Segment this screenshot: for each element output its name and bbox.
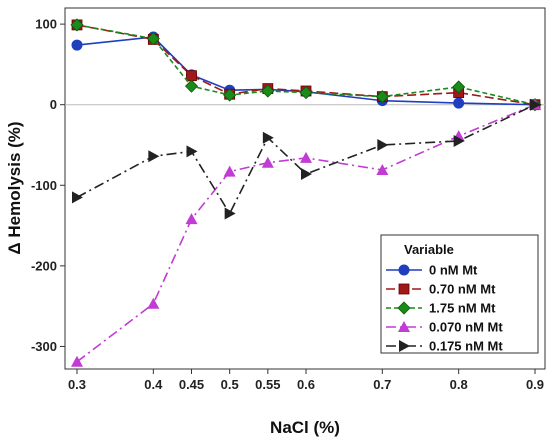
legend-marker <box>399 340 410 352</box>
data-point <box>375 90 389 104</box>
x-tick-label: 0.8 <box>450 377 468 392</box>
x-tick-label: 0.9 <box>526 377 544 392</box>
data-point <box>72 191 83 204</box>
legend-label: 0.70 nM Mt <box>429 282 496 297</box>
data-point <box>146 32 160 46</box>
data-point <box>300 151 312 163</box>
y-tick-label: 100 <box>35 17 57 32</box>
x-tick-label: 0.7 <box>373 377 391 392</box>
data-point <box>299 86 313 100</box>
legend-item: 0.070 nM Mt <box>386 320 503 335</box>
legend-marker <box>398 283 410 295</box>
legend-label: 0.070 nM Mt <box>429 320 503 335</box>
data-point <box>453 134 465 147</box>
x-axis: 0.3 0.4 0.45 0.5 0.55 0.6 0.7 0.8 0.9 <box>68 369 544 392</box>
data-point <box>147 297 160 309</box>
series-3 <box>70 18 542 112</box>
data-point <box>223 165 236 177</box>
y-tick-label: -100 <box>31 178 57 193</box>
data-point <box>71 39 83 51</box>
legend: Variable 0 nM Mt 0.70 nM Mt 1.75 nM Mt 0.07… <box>380 234 539 354</box>
x-tick-label: 0.4 <box>144 377 163 392</box>
data-point <box>376 163 389 175</box>
legend-label: 1.75 nM Mt <box>429 301 496 316</box>
series-group <box>70 18 542 367</box>
legend-marker <box>398 264 410 276</box>
data-point <box>186 145 198 158</box>
data-point <box>223 88 237 102</box>
data-point <box>530 98 541 111</box>
data-point <box>71 355 83 367</box>
legend-item: 0.175 nM Mt <box>386 339 503 354</box>
series-4 <box>71 98 541 367</box>
y-tick-label: -200 <box>31 258 57 273</box>
data-point <box>261 84 275 98</box>
x-tick-label: 0.6 <box>297 377 315 392</box>
y-tick-label: 0 <box>50 97 57 112</box>
legend-item: 0 nM Mt <box>386 263 478 278</box>
y-axis-label: Δ Hemolysis (%) <box>5 121 24 254</box>
data-point <box>261 156 274 168</box>
legend-marker <box>398 321 410 332</box>
data-point <box>377 138 389 151</box>
data-point <box>70 18 84 32</box>
x-tick-label: 0.5 <box>221 377 239 392</box>
legend-title: Variable <box>404 242 454 257</box>
data-point <box>452 80 466 94</box>
series-5 <box>72 98 541 220</box>
legend-label: 0 nM Mt <box>429 263 478 278</box>
data-point <box>184 79 199 93</box>
legend-item: 1.75 nM Mt <box>386 301 496 316</box>
data-point <box>262 131 274 144</box>
legend-item: 0.70 nM Mt <box>386 282 496 297</box>
x-tick-label: 0.3 <box>68 377 86 392</box>
legend-marker <box>397 301 411 315</box>
y-tick-label: -300 <box>31 339 57 354</box>
data-point <box>453 97 465 109</box>
data-point <box>185 213 198 225</box>
data-point <box>148 150 160 163</box>
x-tick-label: 0.45 <box>179 377 204 392</box>
data-point <box>186 70 197 82</box>
legend-label: 0.175 nM Mt <box>429 339 503 354</box>
data-point <box>224 207 236 220</box>
x-axis-label: NaCl (%) <box>270 418 340 437</box>
x-tick-label: 0.55 <box>255 377 280 392</box>
y-axis: -300 -200 -100 0 100 <box>31 17 65 354</box>
data-point <box>301 167 312 180</box>
